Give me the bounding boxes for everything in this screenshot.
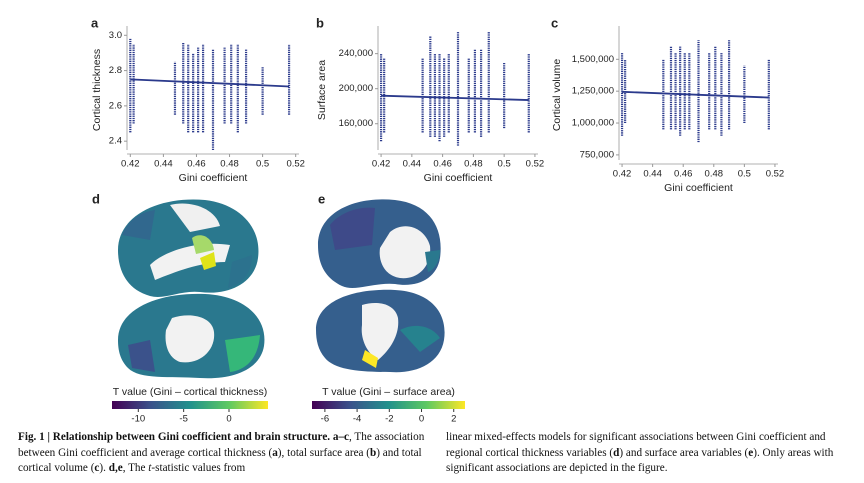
x-tick-label: 0.52: [766, 169, 785, 180]
x-tick-label: 0.5: [498, 159, 511, 170]
x-axis-label: Gini coefficient: [179, 172, 248, 184]
x-tick-label: 0.42: [121, 159, 140, 170]
colorbar-tick-label: -5: [179, 414, 187, 425]
caption-run: , The association between Gini coefficie…: [18, 431, 425, 459]
x-tick-label: 0.42: [372, 159, 391, 170]
x-tick-label: 0.44: [154, 159, 173, 170]
brain-e-lateral: [318, 199, 441, 288]
x-tick-label: 0.46: [187, 159, 206, 170]
caption-run: ), total surface area (: [277, 446, 371, 459]
caption-run: d: [613, 446, 620, 459]
y-tick-label: 160,000: [339, 118, 373, 129]
colorbar: [112, 401, 268, 409]
x-tick-label: 0.46: [433, 159, 452, 170]
x-tick-label: 0.46: [674, 169, 693, 180]
y-tick-label: 1,000,000: [572, 118, 614, 129]
caption-run: e: [748, 446, 754, 459]
caption-run: c: [94, 462, 100, 474]
y-axis-label: Surface area: [316, 60, 328, 120]
figure-graphics: a0.42 0.44 0.46 0.48 0.5 0.522.42.62.83.0Gini…: [91, 15, 785, 425]
caption-run: ) and surface area variables (: [619, 446, 749, 459]
colorbar-tick-label: -2: [385, 414, 393, 425]
y-axis-label: Cortical thickness: [91, 49, 103, 131]
caption-run: d,e: [108, 462, 123, 474]
panel-label: c: [551, 15, 558, 30]
caption-right: linear mixed-effects models for signific…: [446, 430, 856, 477]
x-tick-label: 0.48: [220, 159, 239, 170]
x-tick-label: 0.5: [256, 159, 269, 170]
brain-d-lateral: [118, 199, 259, 297]
x-tick-label: 0.48: [705, 169, 724, 180]
y-axis-label: Cortical volume: [551, 59, 563, 132]
caption-run: ) and total cortical volume (: [18, 446, 422, 475]
colorbar-tick-label: -6: [321, 414, 329, 425]
caption-run: b: [370, 446, 377, 459]
caption-run: a: [272, 446, 278, 459]
colorbar-label: T value (Gini – surface area): [322, 386, 455, 398]
colorbar-label: T value (Gini – cortical thickness): [113, 386, 267, 398]
x-axis-label: Gini coefficient: [424, 172, 493, 184]
x-tick-label: 0.52: [286, 159, 305, 170]
y-tick-label: 2.6: [109, 100, 122, 111]
caption-left: Fig. 1 | Relationship between Gini coeff…: [18, 430, 428, 477]
colorbar-tick-label: 2: [451, 414, 456, 425]
brain-e-medial: [316, 289, 445, 373]
x-tick-label: 0.5: [738, 169, 751, 180]
fit-line: [130, 78, 290, 88]
y-tick-label: 1,250,000: [572, 86, 614, 97]
colorbar: [312, 401, 465, 409]
y-tick-label: 200,000: [339, 83, 373, 94]
panel-label: e: [318, 191, 325, 206]
caption-run: ).: [99, 462, 109, 474]
fit-line: [381, 94, 529, 101]
x-tick-label: 0.48: [464, 159, 483, 170]
panel-label: a: [91, 15, 99, 30]
y-tick-label: 750,000: [580, 149, 614, 160]
colorbar-tick-label: 0: [419, 414, 424, 425]
colorbar-tick-label: -4: [353, 414, 361, 425]
brain-d-medial: [118, 293, 265, 379]
caption-run: Fig. 1 | Relationship between Gini coeff…: [18, 431, 350, 443]
caption-run: linear mixed-effects models for signific…: [446, 431, 826, 459]
x-tick-label: 0.44: [643, 169, 662, 180]
x-tick-label: 0.44: [403, 159, 422, 170]
y-tick-label: 3.0: [109, 30, 122, 41]
y-tick-label: 1,500,000: [572, 54, 614, 65]
y-tick-label: 240,000: [339, 48, 373, 59]
colorbar-tick-label: -10: [131, 414, 145, 425]
panel-label: d: [92, 191, 100, 206]
caption-run: t: [148, 462, 152, 474]
y-tick-label: 2.8: [109, 65, 122, 76]
caption-run: ). Only areas with significant associati…: [446, 446, 834, 475]
x-tick-label: 0.42: [613, 169, 632, 180]
x-tick-label: 0.52: [526, 159, 545, 170]
x-axis-label: Gini coefficient: [664, 182, 733, 194]
colorbar-tick-label: 0: [226, 414, 231, 425]
y-tick-label: 2.4: [109, 136, 122, 147]
caption-run: -statistic values from: [151, 462, 246, 474]
panel-label: b: [316, 15, 324, 30]
caption-run: , The: [122, 462, 149, 474]
fit-line: [622, 90, 769, 99]
